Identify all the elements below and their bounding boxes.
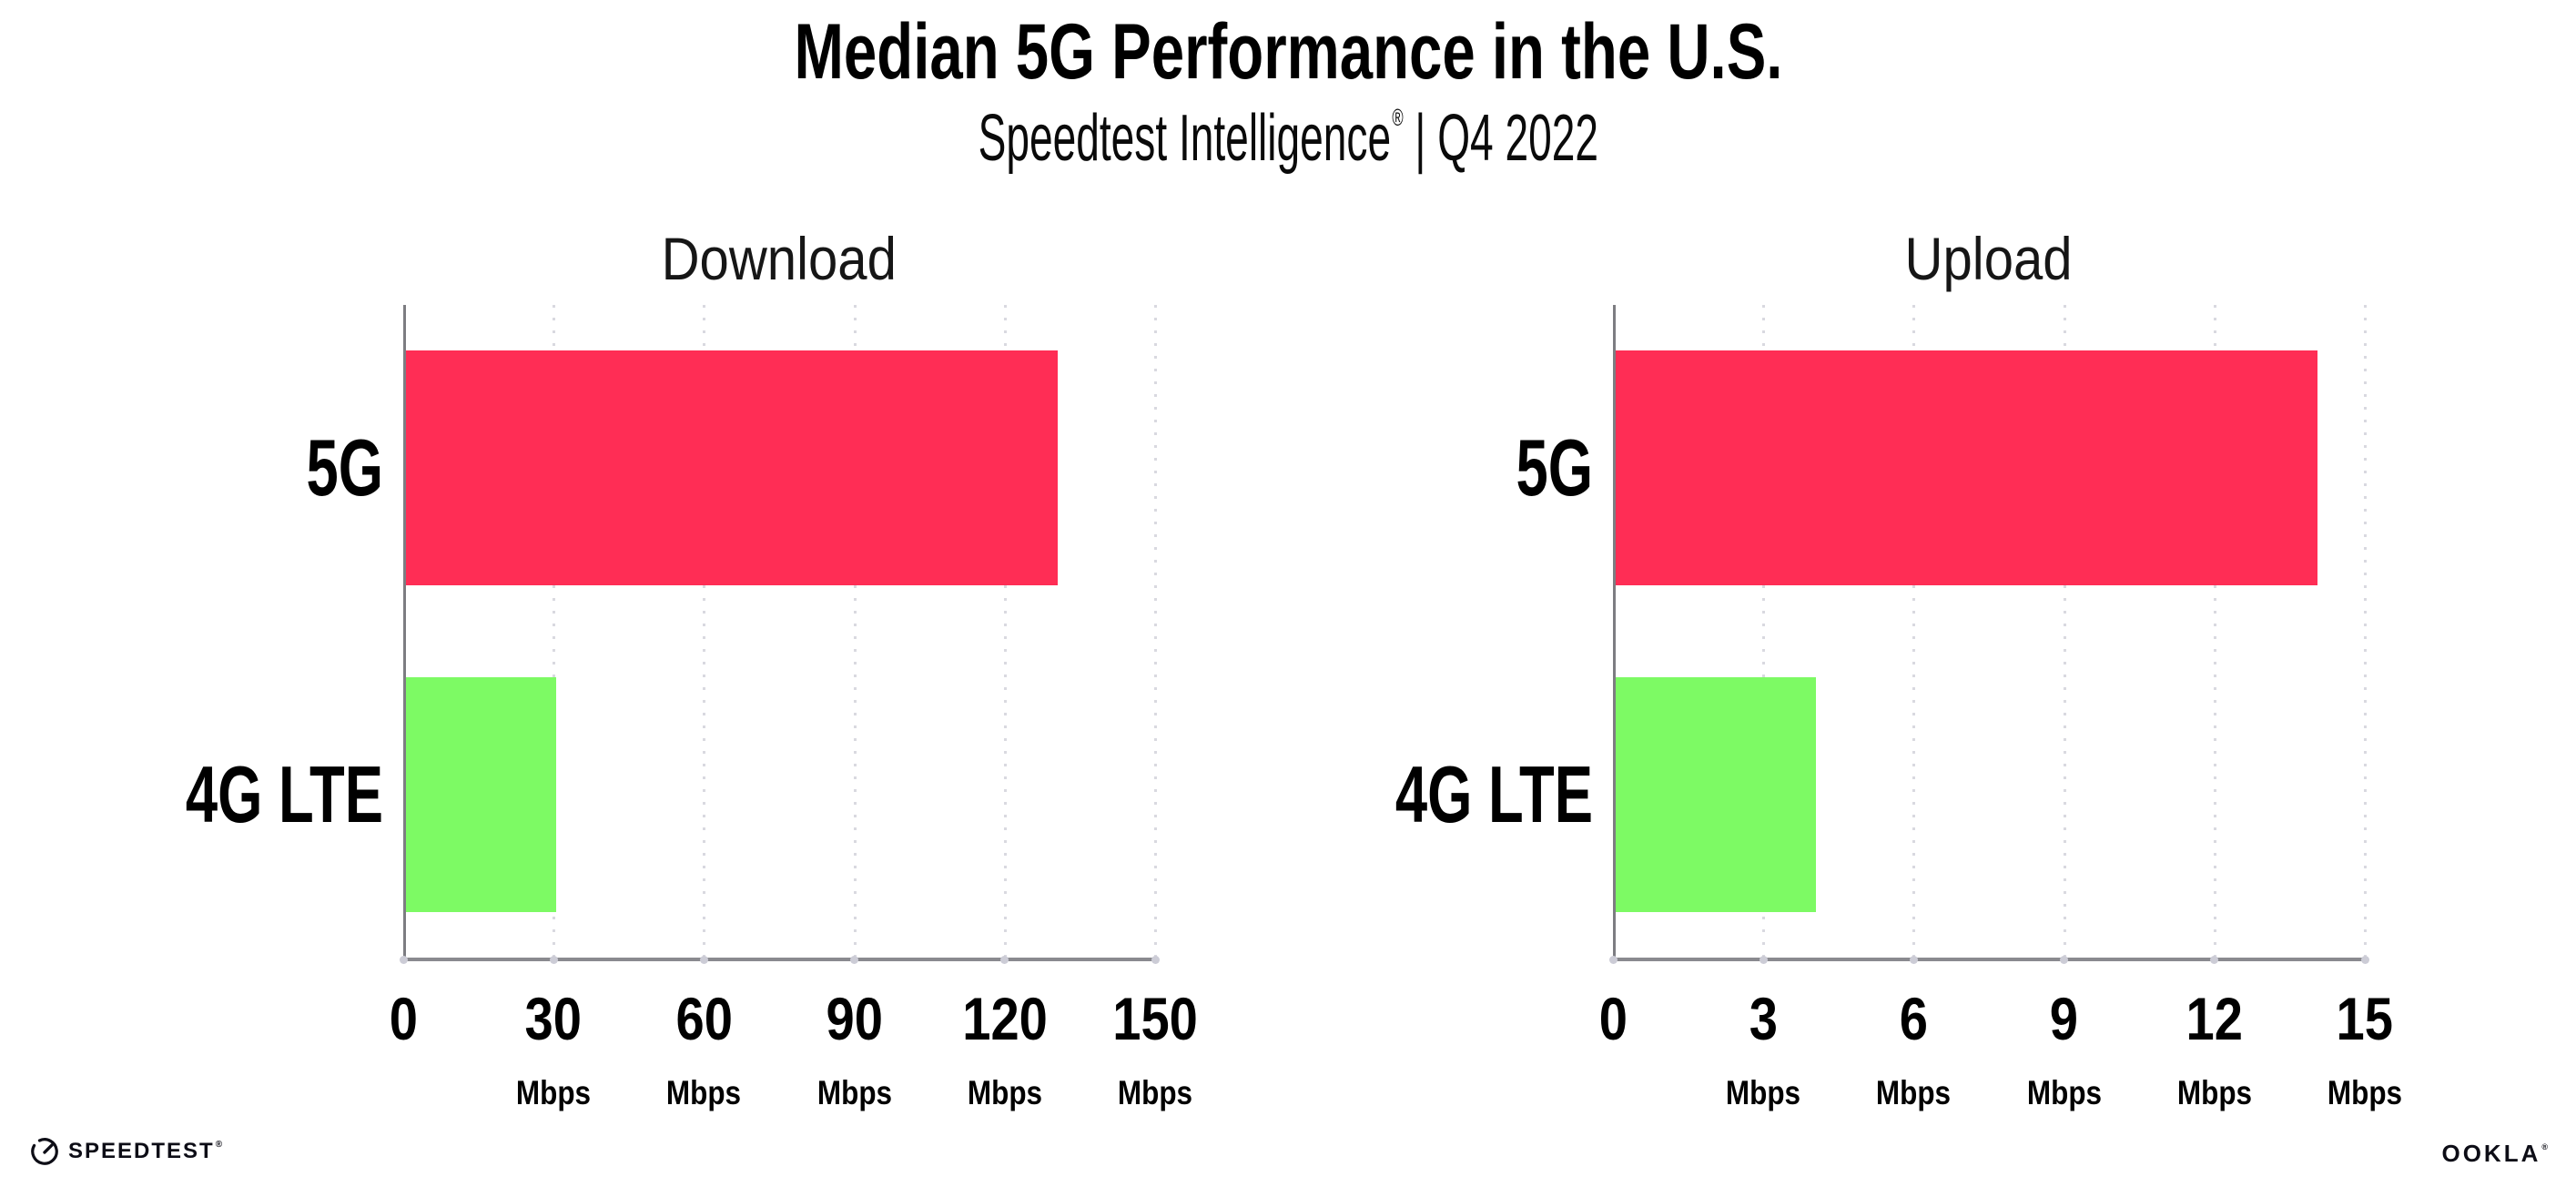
y-axis-spine [403, 305, 406, 958]
axis-tick-dot [1151, 955, 1160, 964]
speedtest-wordmark: SPEEDTEST® [68, 1141, 224, 1162]
tick-value: 0 [1598, 985, 1628, 1052]
tick-value: 60 [675, 985, 733, 1052]
tick-value: 0 [389, 985, 418, 1052]
tick-value: 30 [524, 985, 583, 1052]
axis-tick-dot [1759, 955, 1768, 964]
page-title: Median 5G Performance in the U.S. [0, 0, 2576, 91]
gridline-60-mbps [703, 305, 706, 958]
tick-unit: Mbps [967, 1074, 1042, 1111]
x-tick-label-6: 6 Mbps [1831, 989, 1995, 1110]
page-subtitle-text: Speedtest Intelligence® | Q4 2022 [978, 106, 1597, 171]
registered-mark: ® [1392, 104, 1404, 131]
tick-value: 15 [2336, 985, 2394, 1052]
axis-tick-dot [699, 955, 708, 964]
axis-tick-dot [1909, 955, 1918, 964]
x-tick-label-3: 3 Mbps [1681, 989, 1845, 1110]
ookla-wordmark: OOKLA [2441, 1140, 2541, 1167]
axis-tick-dot [2360, 955, 2369, 964]
axis-tick-dot [2210, 955, 2219, 964]
page-subtitle: Speedtest Intelligence® | Q4 2022 [0, 106, 2576, 171]
gridline-90-mbps [853, 305, 857, 958]
category-label-5g: 5G [1516, 422, 1593, 512]
x-tick-label-12: 12 Mbps [2133, 989, 2297, 1110]
gridline-150-mbps [1154, 305, 1157, 958]
x-tick-label-90: 90 Mbps [773, 989, 937, 1110]
tick-value: 120 [961, 985, 1048, 1052]
y-axis-spine [1613, 305, 1616, 958]
axis-tick-dot [399, 955, 408, 964]
tick-unit: Mbps [2176, 1074, 2252, 1111]
tick-unit: Mbps [516, 1074, 592, 1111]
tick-value: 150 [1112, 985, 1198, 1052]
tick-unit: Mbps [816, 1074, 892, 1111]
x-tick-label-9: 9 Mbps [1983, 989, 2146, 1110]
chart-title-text: Download [661, 225, 898, 292]
gridline-9-mbps [2063, 305, 2066, 958]
tick-unit: Mbps [2327, 1074, 2403, 1111]
x-tick-label-120: 120 Mbps [923, 989, 1087, 1110]
bar-4g-lte [1616, 677, 1816, 912]
page-title-text: Median 5G Performance in the U.S. [794, 8, 1782, 96]
tick-value: 3 [1749, 985, 1778, 1052]
ookla-logo: OOKLA® [2441, 1141, 2551, 1165]
download-plot-area: 5G 4G LTE 0 30 Mbps 60 Mbps 90 Mbps 120 Mbps 150 Mbp… [186, 305, 1198, 1110]
gridline-15-mbps [2364, 305, 2367, 958]
tick-unit: Mbps [666, 1074, 742, 1111]
axis-tick-dot [850, 955, 859, 964]
tick-value: 9 [2049, 985, 2079, 1052]
speedtest-registered-mark: ® [215, 1140, 225, 1150]
category-label-4g-lte: 4G LTE [1394, 749, 1593, 839]
bar-5g [1616, 350, 2317, 585]
bar-5g [406, 350, 1058, 585]
axis-tick-dot [1000, 955, 1009, 964]
speedtest-gauge-icon [31, 1138, 58, 1165]
x-tick-label-60: 60 Mbps [622, 989, 786, 1110]
category-label-5g: 5G [306, 422, 383, 512]
tick-value: 90 [826, 985, 883, 1052]
upload-plot-area: 5G 4G LTE 0 3 Mbps 6 Mbps 9 Mbps 12 Mbps 15 Mbps [1395, 305, 2402, 1110]
chart-title-text: Upload [1904, 225, 2074, 292]
gridline-12-mbps [2213, 305, 2216, 958]
bar-4g-lte [406, 677, 556, 912]
tick-unit: Mbps [1117, 1074, 1193, 1111]
chart-title-upload: Upload [1613, 224, 2365, 293]
axis-tick-dot [2060, 955, 2069, 964]
x-tick-label-0: 0 [1531, 989, 1695, 1049]
x-tick-label-0: 0 [321, 989, 485, 1049]
tick-value: 6 [1899, 985, 1928, 1052]
gridline-30-mbps [553, 305, 556, 958]
tick-unit: Mbps [1726, 1074, 1801, 1111]
tick-unit: Mbps [2026, 1074, 2102, 1111]
speedtest-logo: SPEEDTEST® [29, 1136, 224, 1167]
tick-unit: Mbps [1876, 1074, 1952, 1111]
gridline-3-mbps [1762, 305, 1766, 958]
axis-tick-dot [549, 955, 558, 964]
subtitle-period: | Q4 2022 [1415, 102, 1598, 175]
subtitle-brand: Speedtest Intelligence [978, 102, 1391, 175]
ookla-registered-mark: ® [2541, 1142, 2551, 1151]
chart-title-download: Download [403, 224, 1155, 293]
tick-value: 12 [2186, 985, 2243, 1052]
x-tick-label-15: 15 Mbps [2283, 989, 2447, 1110]
x-axis-line [401, 958, 1158, 961]
gridline-120-mbps [1003, 305, 1007, 958]
x-tick-label-150: 150 Mbps [1073, 989, 1237, 1110]
axis-tick-dot [1608, 955, 1618, 964]
category-label-4g-lte: 4G LTE [185, 749, 383, 839]
gridline-6-mbps [1912, 305, 1916, 958]
speedtest-label: SPEEDTEST [68, 1139, 215, 1163]
x-tick-label-30: 30 Mbps [472, 989, 635, 1110]
x-axis-line [1610, 958, 2368, 961]
header: Median 5G Performance in the U.S. Speedt… [0, 0, 2576, 171]
